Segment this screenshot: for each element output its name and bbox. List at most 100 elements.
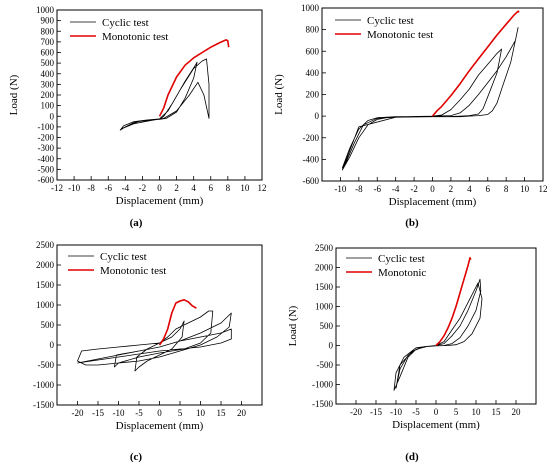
x-tick-label: 15 bbox=[492, 407, 502, 417]
x-tick-label: 8 bbox=[504, 184, 509, 194]
x-tick-label: 10 bbox=[520, 184, 530, 194]
x-tick-label: 10 bbox=[472, 407, 482, 417]
x-tick-label: 2 bbox=[174, 183, 179, 193]
y-tick-label: -1000 bbox=[33, 380, 54, 390]
x-tick-label: -8 bbox=[87, 183, 95, 193]
legend-entry: Cyclic test bbox=[367, 15, 414, 27]
x-tick-label: -5 bbox=[135, 408, 143, 418]
series-line-cyclic bbox=[393, 278, 483, 391]
y-tick-label: 600 bbox=[306, 46, 320, 56]
x-axis-title: Displacement (mm) bbox=[392, 419, 480, 431]
x-tick-label: -8 bbox=[355, 184, 363, 194]
x-tick-label: 0 bbox=[157, 183, 162, 193]
y-tick-label: -1000 bbox=[312, 380, 333, 390]
y-tick-label: -500 bbox=[317, 360, 334, 370]
y-tick-label: 700 bbox=[41, 37, 55, 47]
y-tick-label: 600 bbox=[41, 48, 55, 58]
y-tick-label: 100 bbox=[41, 101, 55, 111]
x-tick-label: -6 bbox=[105, 183, 113, 193]
x-tick-label: 8 bbox=[226, 183, 231, 193]
x-tick-label: 5 bbox=[178, 408, 183, 418]
y-tick-label: 500 bbox=[41, 320, 55, 330]
y-tick-label: 900 bbox=[41, 16, 55, 26]
chart-panel-4: -20 -15 -10 -5 0 5 10 15 20 -1500 -1000 -500 0 500 100… bbox=[287, 243, 537, 463]
x-tick-label: 15 bbox=[217, 408, 227, 418]
x-tick-label: -15 bbox=[92, 408, 104, 418]
legend-entry: Cyclic test bbox=[378, 253, 425, 265]
y-tick-label: 800 bbox=[41, 26, 55, 36]
x-tick-label: 12 bbox=[258, 183, 267, 193]
x-tick-label: -4 bbox=[392, 184, 400, 194]
y-tick-label: -1500 bbox=[312, 399, 333, 409]
legend-entry: Cyclic test bbox=[100, 251, 147, 263]
chart-panel-3: -20 -15 -10 -5 0 5 10 15 20 -1500 -1000 -500 0 500 100… bbox=[33, 240, 263, 463]
x-tick-label: -5 bbox=[412, 407, 420, 417]
x-tick-label: -20 bbox=[350, 407, 362, 417]
y-tick-label: 0 bbox=[50, 340, 55, 350]
x-tick-label: 4 bbox=[467, 184, 472, 194]
y-tick-label: 800 bbox=[306, 25, 320, 35]
legend-entry: Monotonic bbox=[378, 267, 426, 279]
x-tick-label: 0 bbox=[157, 408, 162, 418]
y-tick-label: -400 bbox=[303, 154, 320, 164]
y-tick-label: 1000 bbox=[36, 300, 55, 310]
y-tick-label: 2500 bbox=[315, 243, 334, 253]
panel-label: (d) bbox=[405, 451, 419, 463]
x-tick-label: -10 bbox=[113, 408, 125, 418]
y-tick-label: 0 bbox=[315, 111, 320, 121]
y-tick-label: 1000 bbox=[36, 5, 55, 15]
x-tick-label: 0 bbox=[434, 407, 439, 417]
y-tick-label: -100 bbox=[38, 122, 55, 132]
panel-label: (a) bbox=[130, 217, 143, 229]
y-tick-label: -200 bbox=[303, 133, 320, 143]
legend-entry: Monotonic test bbox=[100, 265, 166, 277]
series-line-cyclic bbox=[119, 58, 210, 131]
x-axis-title: Displacement (mm) bbox=[389, 196, 477, 208]
y-tick-label: 200 bbox=[41, 90, 55, 100]
y-tick-label: 2000 bbox=[36, 260, 55, 270]
x-axis-title: Displacement (mm) bbox=[116, 195, 204, 207]
y-tick-label: -600 bbox=[38, 175, 55, 185]
x-tick-label: 5 bbox=[454, 407, 459, 417]
x-tick-label: -2 bbox=[139, 183, 147, 193]
chart-panel-2: -10 -8 -6 -4 -2 0 2 4 6 8 10 12 -600 -400 -200 0 200 400 6… bbox=[273, 3, 548, 229]
x-tick-label: 6 bbox=[486, 184, 491, 194]
x-tick-label: -20 bbox=[72, 408, 84, 418]
panel-label: (c) bbox=[130, 451, 143, 463]
y-tick-label: 400 bbox=[41, 69, 55, 79]
x-tick-label: 10 bbox=[240, 183, 250, 193]
y-tick-label: -600 bbox=[303, 176, 320, 186]
y-tick-label: -200 bbox=[38, 133, 55, 143]
x-tick-label: -4 bbox=[122, 183, 130, 193]
x-tick-label: 4 bbox=[191, 183, 196, 193]
x-tick-label: -6 bbox=[374, 184, 382, 194]
y-tick-label: -500 bbox=[38, 360, 55, 370]
y-tick-label: 300 bbox=[41, 79, 55, 89]
x-tick-label: 12 bbox=[539, 184, 548, 194]
y-tick-label: 0 bbox=[329, 341, 334, 351]
y-tick-label: 2000 bbox=[315, 263, 334, 273]
y-tick-label: 500 bbox=[41, 58, 55, 68]
x-axis-title: Displacement (mm) bbox=[116, 420, 204, 432]
y-tick-label: 1000 bbox=[301, 3, 320, 13]
y-tick-label: 400 bbox=[306, 68, 320, 78]
x-tick-label: -10 bbox=[334, 184, 346, 194]
legend-entry: Monotonic test bbox=[102, 31, 168, 43]
x-tick-label: -12 bbox=[51, 183, 63, 193]
x-tick-label: -2 bbox=[410, 184, 418, 194]
series-line-monotonic bbox=[158, 39, 230, 117]
series-line-cyclic bbox=[341, 27, 519, 171]
y-axis-title: Load (N) bbox=[287, 305, 299, 346]
x-tick-label: -15 bbox=[370, 407, 382, 417]
x-tick-label: -10 bbox=[68, 183, 80, 193]
y-axis-title: Load (N) bbox=[8, 74, 20, 115]
series-line-monotonic bbox=[158, 299, 197, 346]
y-tick-label: -500 bbox=[38, 164, 55, 174]
y-tick-label: 1500 bbox=[36, 280, 55, 290]
series-line-cyclic bbox=[77, 310, 232, 372]
y-tick-label: 1000 bbox=[315, 302, 334, 312]
series-line-monotonic bbox=[435, 257, 472, 347]
y-axis-title: Load (N) bbox=[273, 74, 285, 115]
legend-entry: Cyclic test bbox=[102, 17, 149, 29]
